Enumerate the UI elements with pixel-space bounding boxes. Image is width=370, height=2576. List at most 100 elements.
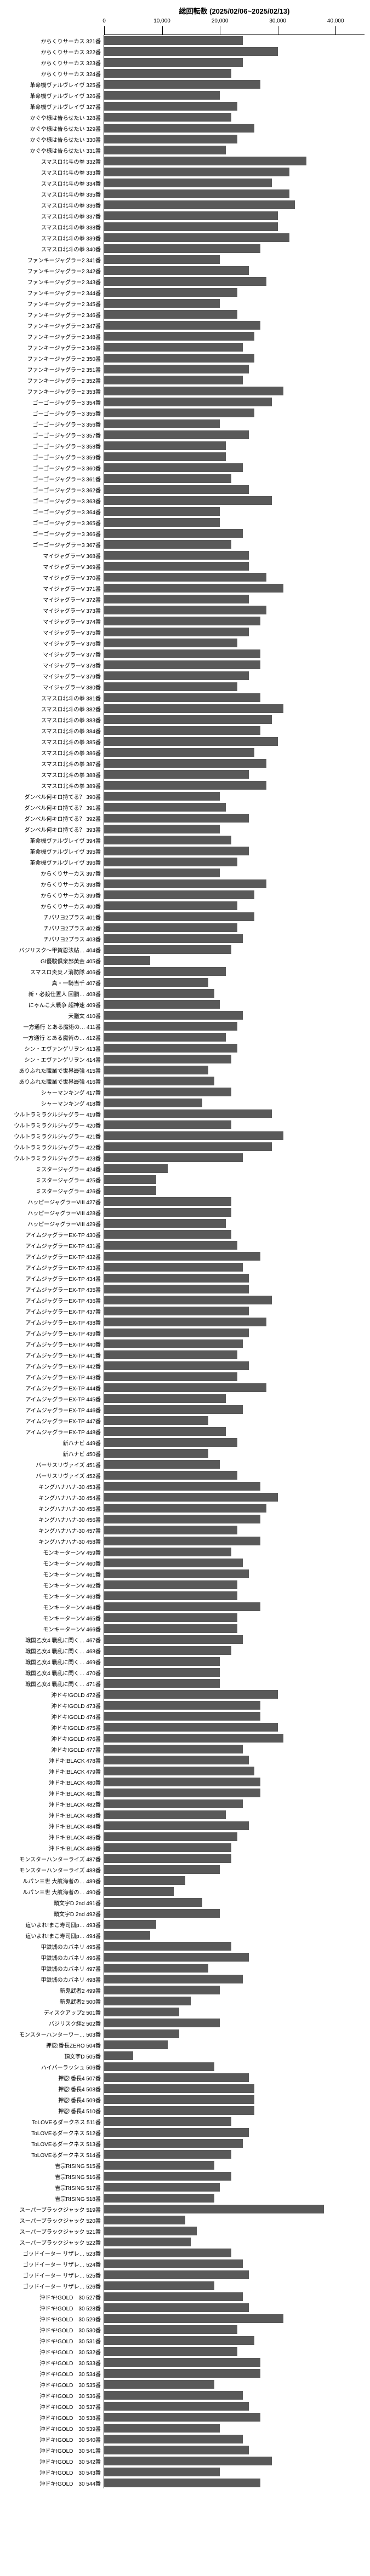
bar: [104, 2380, 214, 2389]
bar: [104, 398, 272, 406]
row-label: 甲鉄城のカバネリ 496番: [5, 1953, 104, 1962]
bar: [104, 288, 237, 297]
row-label: ゴーゴージャグラー3 356番: [5, 420, 104, 428]
bar: [104, 102, 237, 111]
chart-row: ToLOVEるダークネス 513番: [5, 2138, 365, 2149]
chart-row: 一方通行 とある魔術の… 411番: [5, 1021, 365, 1032]
chart-row: 這いよれ!まこ寿司団p… 494番: [5, 1930, 365, 1941]
row-label: ハッピージャグラーVIII 429番: [5, 1220, 104, 1228]
bar: [104, 2205, 324, 2213]
bar: [104, 2117, 231, 2126]
row-label: 沖ドキ!GOLD 30 530番: [5, 2326, 104, 2334]
bar-area: [104, 396, 365, 407]
bar-area: [104, 2182, 365, 2193]
bar: [104, 704, 283, 713]
bar: [104, 2270, 249, 2279]
bar-area: [104, 375, 365, 386]
chart-row: 沖ドキ!GOLD 476番: [5, 1733, 365, 1744]
row-label: アイムジャグラーEX-TP 440番: [5, 1340, 104, 1348]
bar-area: [104, 1787, 365, 1798]
chart-row: 革命機ヴァルヴレイヴ 326番: [5, 90, 365, 101]
chart-row: キングハナハナ-30 458番: [5, 1536, 365, 1546]
bar: [104, 1296, 272, 1304]
bar-area: [104, 429, 365, 440]
bar-area: [104, 1076, 365, 1086]
row-label: ゴーゴージャグラー3 354番: [5, 398, 104, 406]
bar: [104, 507, 220, 516]
bar: [104, 1011, 243, 1020]
bar: [104, 1153, 243, 1162]
row-label: ミスタージャグラー 424番: [5, 1165, 104, 1173]
row-label: 沖ドキ!BLACK 484番: [5, 1822, 104, 1830]
bar: [104, 2073, 249, 2082]
bar: [104, 47, 278, 56]
chart-row: 戦国乙女4 戦乱に閃く… 470番: [5, 1667, 365, 1678]
chart-row: 真・一騎当千 407番: [5, 977, 365, 988]
row-label: ミスタージャグラー 426番: [5, 1187, 104, 1195]
chart-row: 甲鉄城のカバネリ 498番: [5, 1974, 365, 1985]
bar-area: [104, 2412, 365, 2423]
bar: [104, 1723, 278, 1732]
bar: [104, 1318, 266, 1326]
axis-tick-mark: [162, 26, 163, 34]
bar: [104, 321, 260, 330]
bar-area: [104, 1700, 365, 1711]
bar: [104, 1515, 260, 1523]
bar: [104, 934, 243, 943]
bar: [104, 332, 254, 341]
bar-area: [104, 1974, 365, 1985]
chart-row: ゴーゴージャグラー3 367番: [5, 539, 365, 550]
bar-area: [104, 1218, 365, 1229]
row-label: シン・エヴァンゲリヲン 414番: [5, 1055, 104, 1063]
bar: [104, 1690, 278, 1699]
row-label: ゴーゴージャグラー3 355番: [5, 409, 104, 417]
bar: [104, 1898, 202, 1907]
chart-row: アイムジャグラーEX-TP 430番: [5, 1229, 365, 1240]
bar: [104, 1493, 278, 1502]
bar-area: [104, 1360, 365, 1371]
bar-area: [104, 988, 365, 999]
bar: [104, 441, 226, 450]
bar-area: [104, 1579, 365, 1590]
row-label: スーパーブラックジャック 521番: [5, 2227, 104, 2235]
bar-area: [104, 2083, 365, 2094]
row-label: ゴーゴージャグラー3 367番: [5, 540, 104, 549]
chart-row: アイムジャグラーEX-TP 431番: [5, 1240, 365, 1251]
bar-area: [104, 2204, 365, 2215]
row-label: 新ハナビ 449番: [5, 1439, 104, 1447]
row-label: スーパーブラックジャック 522番: [5, 2238, 104, 2246]
bar: [104, 1383, 266, 1392]
bar-area: [104, 1514, 365, 1525]
chart-row: 沖ドキ!GOLD 475番: [5, 1722, 365, 1733]
bar: [104, 1854, 231, 1863]
row-label: からくりサーカス 400番: [5, 902, 104, 910]
bar-area: [104, 2226, 365, 2236]
chart-row: ゴッドイーター リザレ… 525番: [5, 2269, 365, 2280]
bar-area: [104, 1919, 365, 1930]
bar-area: [104, 670, 365, 681]
bar: [104, 222, 278, 231]
chart-row: ファンキージャグラー2 348番: [5, 331, 365, 342]
bar-area: [104, 1108, 365, 1119]
row-label: キングハナハナ-30 455番: [5, 1504, 104, 1513]
row-label: アイムジャグラーEX-TP 438番: [5, 1318, 104, 1326]
bar-area: [104, 2477, 365, 2488]
row-label: 沖ドキ!GOLD 30 528番: [5, 2304, 104, 2312]
row-label: モンキーターンV 465番: [5, 1614, 104, 1622]
bar: [104, 1350, 237, 1359]
bar: [104, 409, 254, 417]
row-label: かぐや様は告らせたい 328番: [5, 113, 104, 122]
chart-row: 戦国乙女4 戦乱に閃く… 467番: [5, 1634, 365, 1645]
bar: [104, 1810, 226, 1819]
bar-area: [104, 1963, 365, 1974]
bar: [104, 1657, 220, 1666]
bar: [104, 573, 266, 582]
bar-area: [104, 1174, 365, 1185]
row-label: 新ハナビ 450番: [5, 1450, 104, 1458]
row-label: モンキーターンV 462番: [5, 1581, 104, 1589]
row-label: 革命機ヴァルヴレイヴ 326番: [5, 91, 104, 100]
row-label: モンキーターンV 461番: [5, 1570, 104, 1578]
bar: [104, 1953, 249, 1962]
bar: [104, 2216, 185, 2224]
bar-area: [104, 966, 365, 977]
